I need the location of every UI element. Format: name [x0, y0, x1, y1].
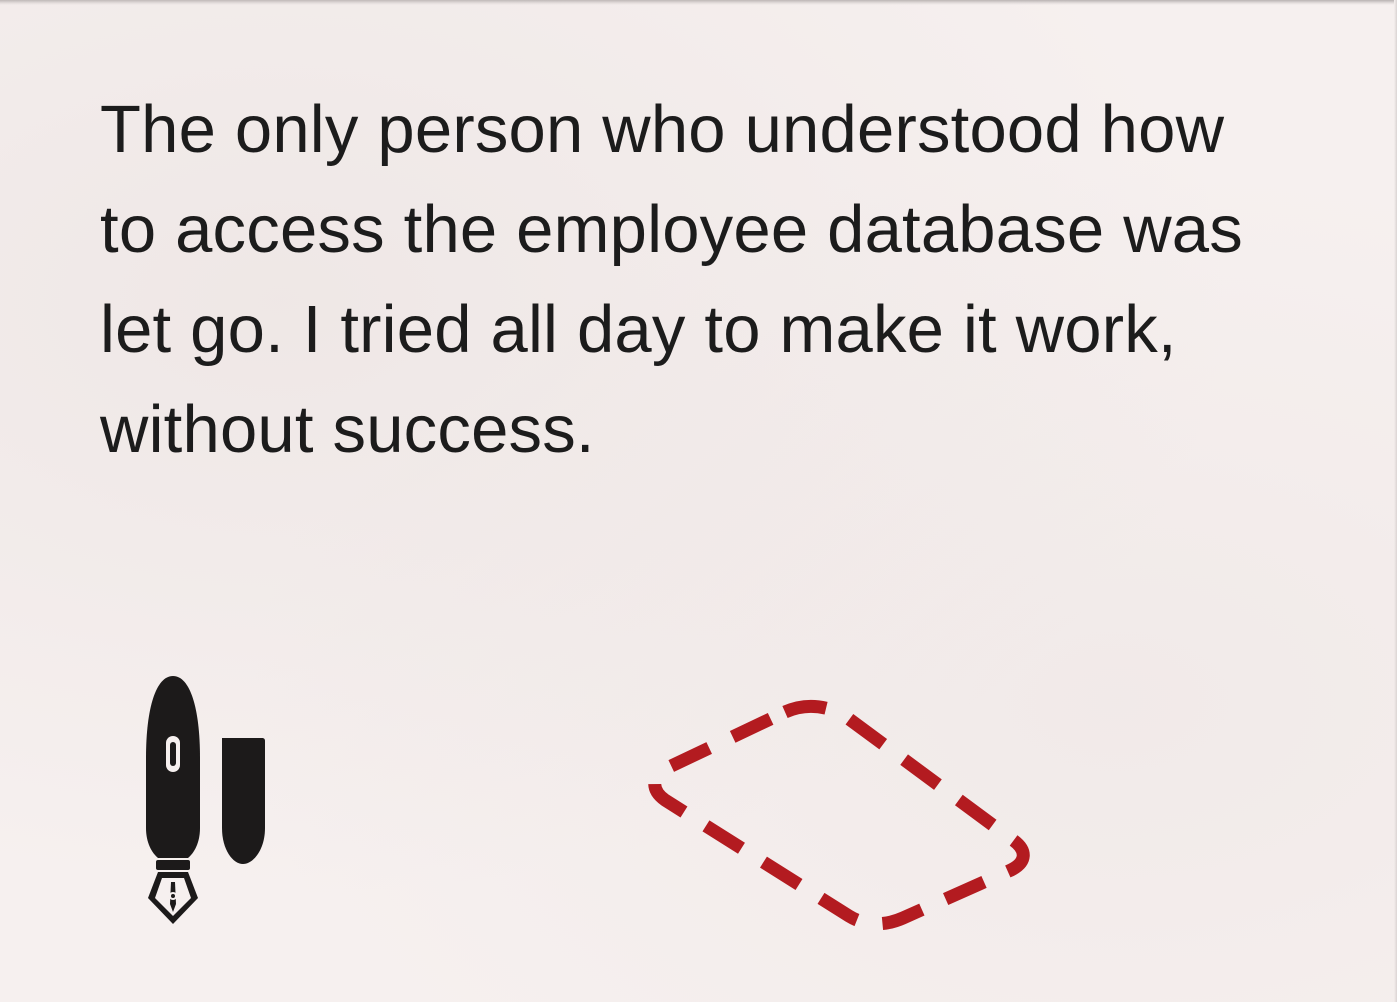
story-line-2: to access the employee database was [100, 192, 1243, 267]
story-line-1: The only person who understood how [100, 92, 1225, 167]
pen-cap [222, 738, 265, 864]
pen-collar [156, 860, 190, 870]
story-line-3: let go. I tried all day to make it work, [100, 292, 1177, 367]
dashed-diamond-outline [648, 699, 1030, 931]
dashed-diamond-icon [648, 699, 1030, 931]
story-line-4: without success. [100, 392, 595, 467]
fountain-pen-icon [146, 676, 265, 924]
right-border [1394, 0, 1397, 1002]
top-border [0, 0, 1397, 5]
